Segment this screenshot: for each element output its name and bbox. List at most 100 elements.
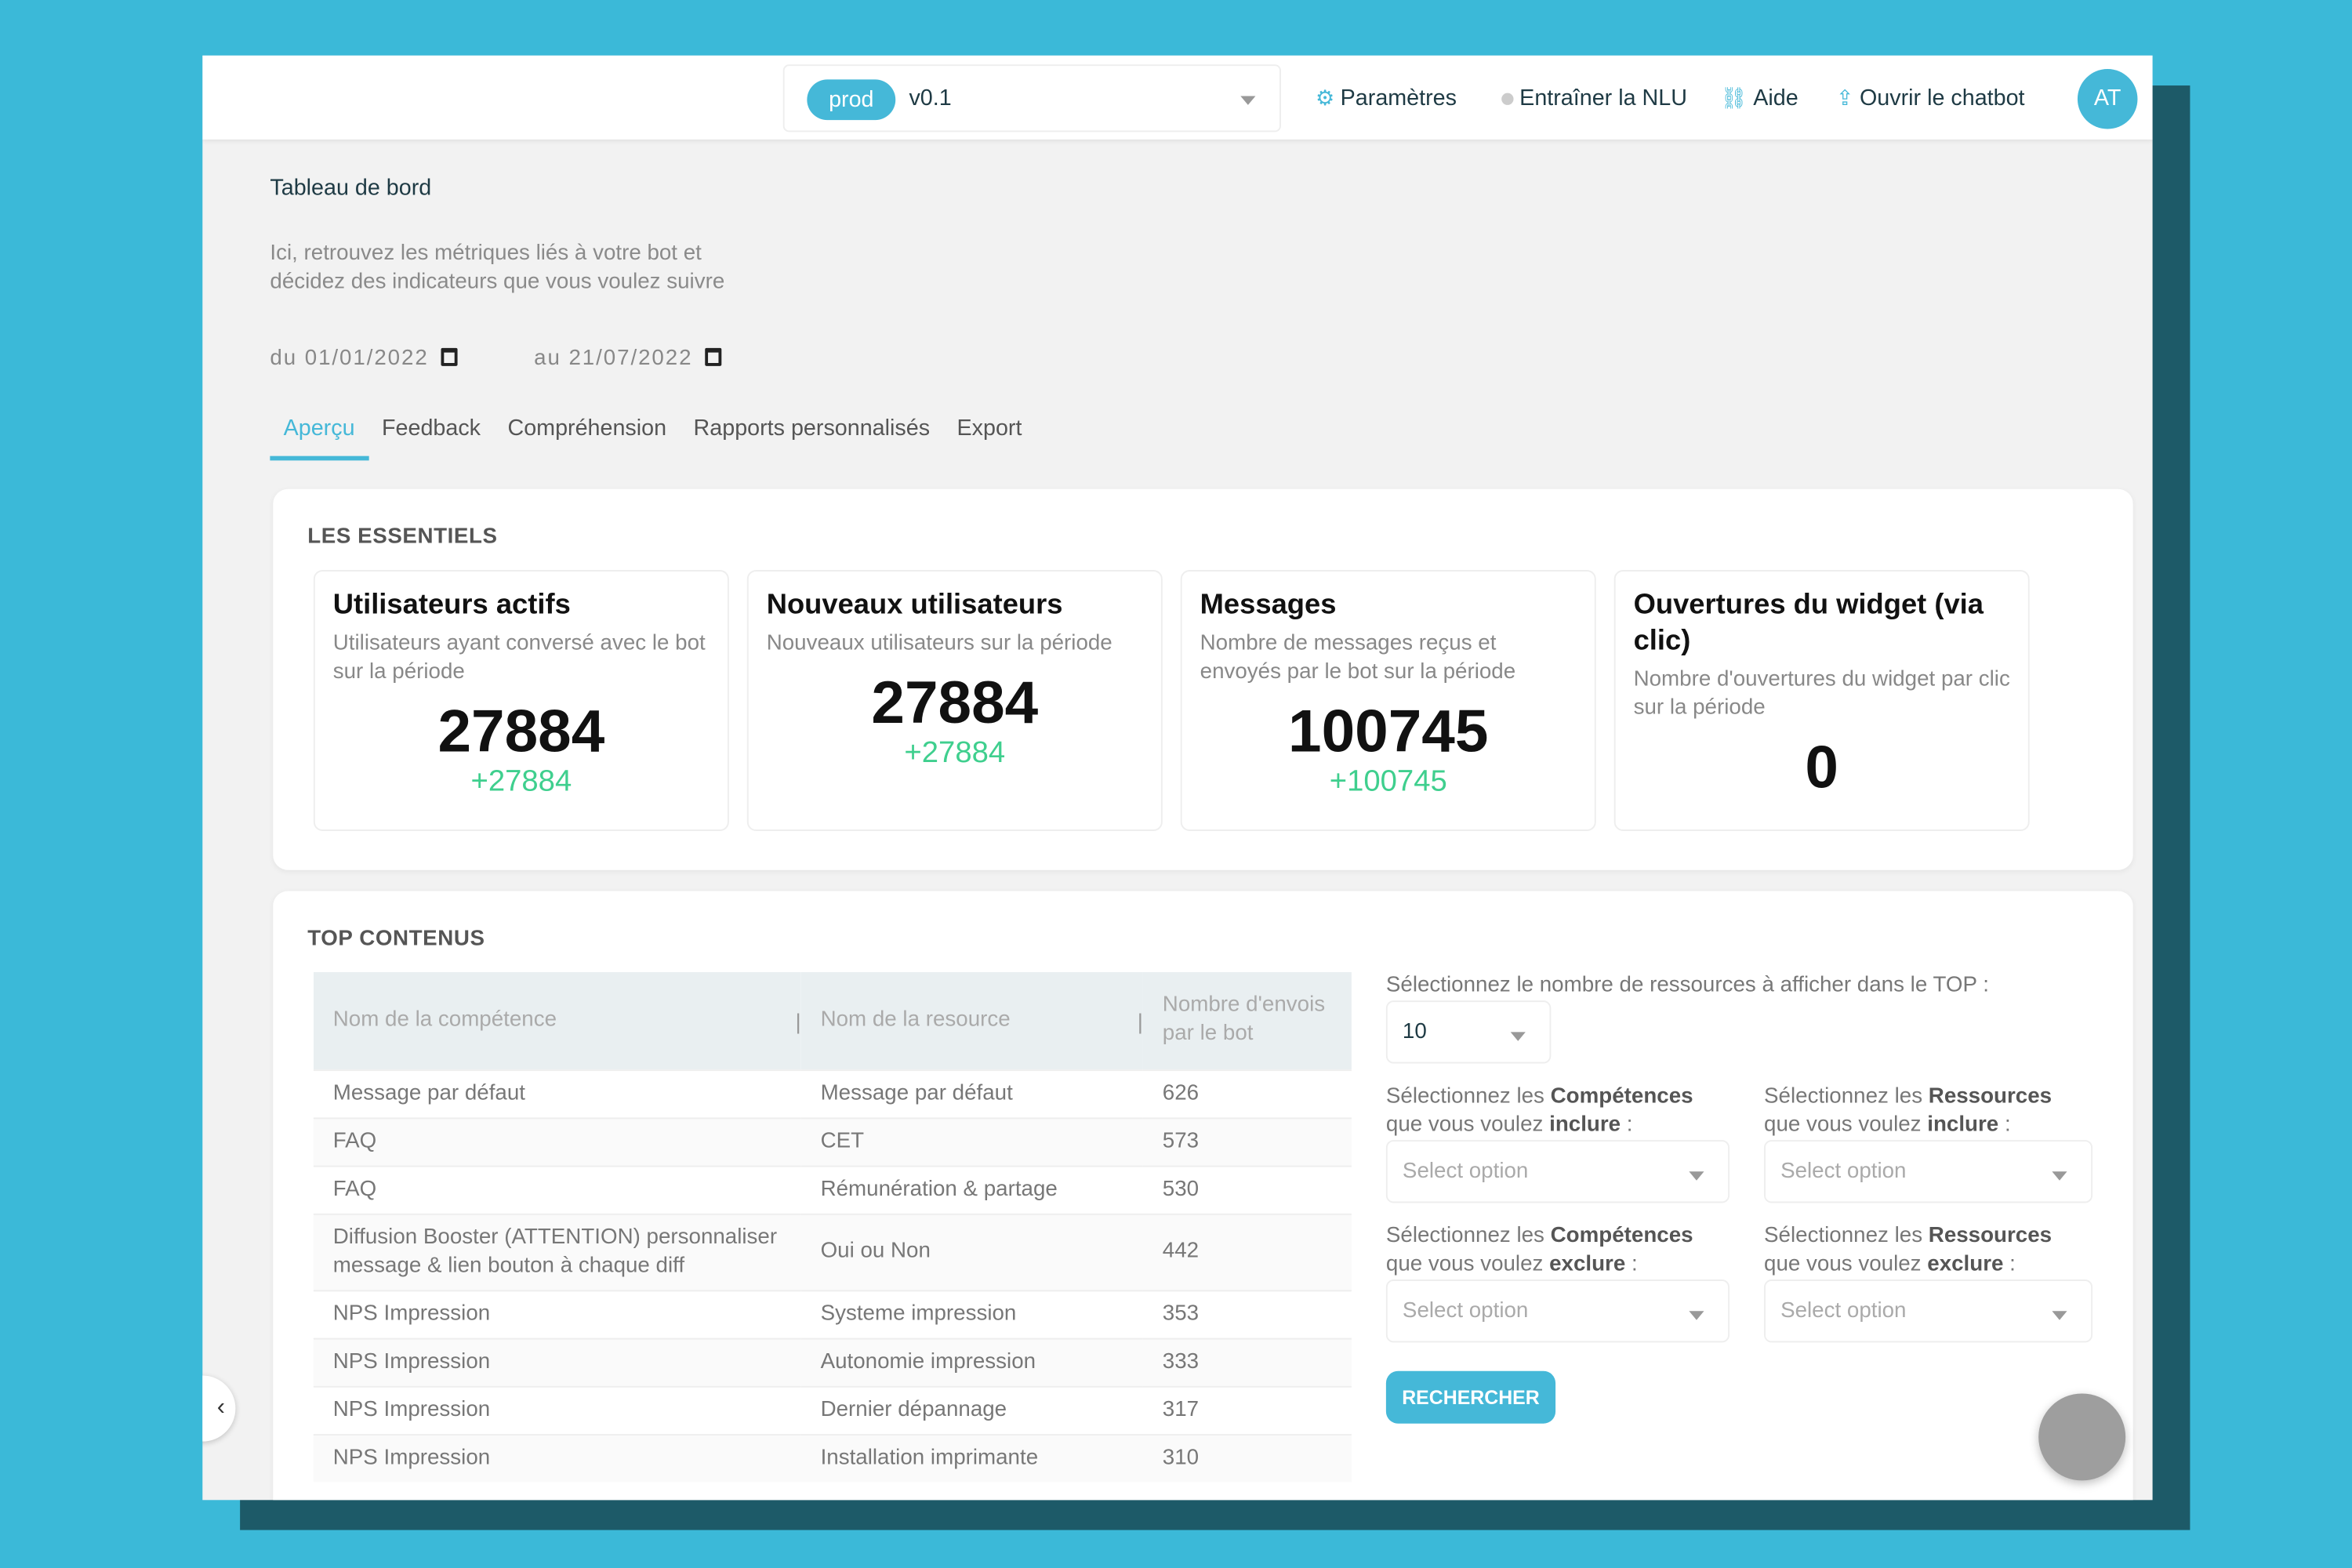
metric-title: Nouveaux utilisateurs (766, 589, 1063, 622)
top-bar: prod v0.1 ⚙ Paramètres Entraîner la NLU ⛓… (202, 55, 2153, 140)
table-cell: 442 (1142, 1212, 1352, 1290)
metric-title: Ouvertures du widget (via clic) (1633, 589, 1984, 658)
gear-icon: ⚙ (1315, 85, 1334, 110)
version-selector[interactable]: prod v0.1 (782, 64, 1281, 132)
metric-description: Nombre de messages reçus et envoyés par … (1200, 631, 1516, 684)
table-cell: Systeme impression (800, 1289, 1143, 1338)
app-window: prod v0.1 ⚙ Paramètres Entraîner la NLU ⛓… (202, 55, 2153, 1501)
table-cell: Message par défaut (313, 1069, 801, 1118)
metric-title: Messages (1200, 589, 1337, 622)
date-to-label: au (534, 346, 561, 371)
exclude-ressources-select[interactable]: Select option (1764, 1279, 2093, 1343)
date-to-field[interactable]: au 21/07/2022 (534, 347, 721, 371)
tab-export[interactable]: Export (956, 415, 1022, 441)
essentials-card: LES ESSENTIELS Utilisateurs actifs Utili… (273, 488, 2133, 870)
chevron-left-icon: ‹ (216, 1395, 225, 1421)
include-competences-select[interactable]: Select option (1385, 1140, 1730, 1203)
date-to-value: 21/07/2022 (568, 346, 693, 371)
top-count-select[interactable]: 10 (1385, 1000, 1552, 1064)
top-count-value: 10 (1402, 1020, 1427, 1044)
link-icon: ⛓ (1720, 85, 1748, 110)
help-label: Aide (1753, 85, 1798, 111)
table-cell: NPS Impression (313, 1385, 801, 1435)
date-from-field[interactable]: du 01/01/2022 (270, 346, 458, 371)
table-row: Message par défaut Message par défaut 626 (313, 1069, 1352, 1118)
env-badge: prod (807, 79, 896, 121)
placeholder: Select option (1402, 1298, 1529, 1323)
table-row: FAQ Rémunération & partage 530 (313, 1164, 1352, 1214)
exclude-competences-select[interactable]: Select option (1385, 1279, 1730, 1343)
table-cell: 310 (1142, 1433, 1352, 1482)
metric-value: 27884 (871, 670, 1039, 737)
table-cell: NPS Impression (313, 1337, 801, 1386)
metric-description: Nombre d'ouvertures du widget par clic s… (1633, 667, 2010, 720)
tab-apercu[interactable]: Aperçu (270, 416, 368, 461)
metric-delta: +100745 (1329, 764, 1447, 798)
metric-delta: +27884 (470, 764, 572, 798)
tab-rapports[interactable]: Rapports personnalisés (693, 415, 931, 441)
metric-widget-opens: Ouvertures du widget (via clic) Nombre d… (1613, 570, 2030, 831)
include-ressources-select[interactable]: Select option (1764, 1140, 2093, 1203)
sidebar-toggle-button[interactable]: ‹ (202, 1375, 236, 1442)
table-row: NPS Impression Installation imprimante 310 (313, 1433, 1352, 1482)
metric-value: 0 (1805, 735, 1838, 801)
column-header[interactable]: Nombre d'envois par le bot (1142, 971, 1352, 1070)
share-icon: ⇪ (1835, 85, 1854, 110)
tab-feedback[interactable]: Feedback (381, 415, 481, 441)
train-label: Entraîner la NLU (1519, 85, 1687, 111)
search-button[interactable]: RECHERCHER (1385, 1370, 1556, 1424)
chevron-down-icon (2052, 1171, 2067, 1181)
table-cell: Rémunération & partage (800, 1164, 1143, 1214)
table-cell: 333 (1142, 1337, 1352, 1386)
chevron-down-icon (1240, 96, 1256, 105)
chat-launcher-button[interactable] (2038, 1393, 2126, 1481)
tab-bar: Aperçu Feedback Compréhension Rapports p… (270, 415, 1035, 461)
placeholder: Select option (1402, 1159, 1529, 1184)
table-row: NPS Impression Systeme impression 353 (313, 1289, 1352, 1338)
open-chatbot-label: Ouvrir le chatbot (1859, 85, 2025, 111)
top-content-table: Nom de la compétence | Nom de la resource… (313, 971, 1352, 1482)
train-nlu-link[interactable]: Entraîner la NLU (1501, 85, 1687, 111)
exclude-ressources-label: Sélectionnez les Ressources que vous voul… (1764, 1224, 2053, 1277)
calendar-icon[interactable] (704, 347, 721, 366)
include-ressources-label: Sélectionnez les Ressources que vous voul… (1764, 1084, 2053, 1138)
table-row: FAQ CET 573 (313, 1116, 1352, 1166)
table-cell: Installation imprimante (800, 1433, 1143, 1482)
calendar-icon[interactable] (441, 347, 458, 366)
metric-description: Nouveaux utilisateurs sur la période (766, 631, 1112, 656)
top-content-card: TOP CONTENUS Nom de la compétence | Nom d… (273, 891, 2133, 1501)
status-dot-icon (1501, 92, 1514, 104)
column-label: Nom de la compétence (332, 1007, 557, 1032)
column-header[interactable]: Nom de la resource | (800, 971, 1143, 1070)
avatar[interactable]: AT (2077, 69, 2138, 129)
date-from-label: du (270, 346, 298, 371)
column-header[interactable]: Nom de la compétence | (313, 971, 801, 1070)
tab-comprehension[interactable]: Compréhension (507, 415, 667, 441)
table-row: Diffusion Booster (ATTENTION) personnali… (313, 1212, 1352, 1290)
settings-link[interactable]: ⚙ Paramètres (1316, 85, 1457, 111)
table-cell: NPS Impression (313, 1433, 801, 1482)
chevron-down-icon (1689, 1311, 1704, 1320)
page-description: Ici, retrouvez les métriques liés à votr… (270, 241, 725, 295)
metric-new-users: Nouveaux utilisateurs Nouveaux utilisate… (746, 570, 1163, 831)
exclude-competences-label: Sélectionnez les Compétences que vous vou… (1385, 1224, 1693, 1277)
table-cell: Autonomie impression (800, 1337, 1143, 1386)
metric-active-users: Utilisateurs actifs Utilisateurs ayant c… (313, 570, 729, 831)
table-cell: CET (800, 1116, 1143, 1166)
table-cell: 530 (1142, 1164, 1352, 1214)
table-cell: 353 (1142, 1289, 1352, 1338)
metric-messages: Messages Nombre de messages reçus et env… (1180, 570, 1596, 831)
metric-title: Utilisateurs actifs (332, 589, 571, 622)
table-cell: FAQ (313, 1116, 801, 1166)
settings-label: Paramètres (1340, 85, 1457, 111)
table-cell: NPS Impression (313, 1289, 801, 1338)
section-title: LES ESSENTIELS (307, 524, 498, 550)
table-cell: Message par défaut (800, 1069, 1143, 1118)
table-row: NPS Impression Autonomie impression 333 (313, 1337, 1352, 1386)
help-link[interactable]: ⛓ Aide (1721, 85, 1798, 111)
open-chatbot-link[interactable]: ⇪ Ouvrir le chatbot (1836, 85, 2025, 111)
include-competences-label: Sélectionnez les Compétences que vous vou… (1385, 1084, 1693, 1138)
table-cell: 626 (1142, 1069, 1352, 1118)
date-from-value: 01/01/2022 (304, 346, 429, 371)
section-title: TOP CONTENUS (307, 927, 485, 952)
